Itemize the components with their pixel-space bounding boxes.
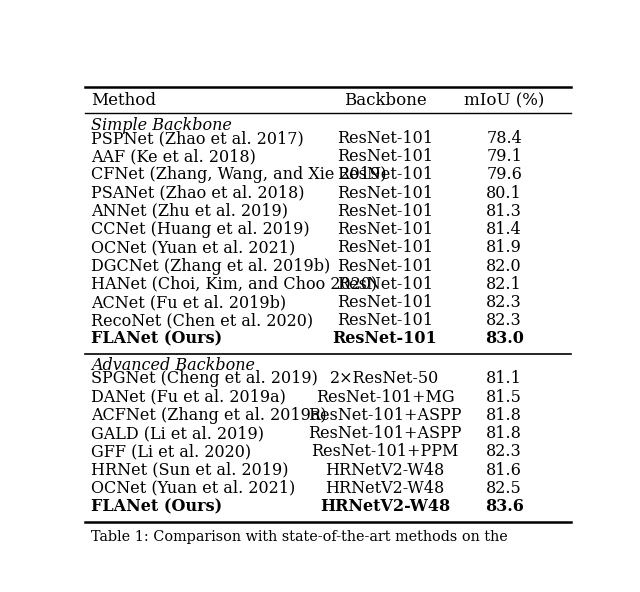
Text: 81.9: 81.9 [486,239,522,256]
Text: AAF (Ke et al. 2018): AAF (Ke et al. 2018) [91,148,256,165]
Text: ResNet-101: ResNet-101 [337,294,433,311]
Text: FLANet (Ours): FLANet (Ours) [91,498,222,515]
Text: 2×ResNet-50: 2×ResNet-50 [330,371,440,387]
Text: FLANet (Ours): FLANet (Ours) [91,330,222,348]
Text: PSPNet (Zhao et al. 2017): PSPNet (Zhao et al. 2017) [91,130,303,147]
Text: 82.0: 82.0 [486,258,522,275]
Text: 82.3: 82.3 [486,294,522,311]
Text: PSANet (Zhao et al. 2018): PSANet (Zhao et al. 2018) [91,185,305,202]
Text: 82.3: 82.3 [486,443,522,461]
Text: 81.5: 81.5 [486,388,522,406]
Text: 81.6: 81.6 [486,462,522,478]
Text: Table 1: Comparison with state-of-the-art methods on the: Table 1: Comparison with state-of-the-ar… [91,530,508,544]
Text: 82.5: 82.5 [486,480,522,497]
Text: DGCNet (Zhang et al. 2019b): DGCNet (Zhang et al. 2019b) [91,258,330,275]
Text: HRNetV2-W48: HRNetV2-W48 [325,480,445,497]
Text: GFF (Li et al. 2020): GFF (Li et al. 2020) [91,443,251,461]
Text: HRNet (Sun et al. 2019): HRNet (Sun et al. 2019) [91,462,289,478]
Text: ResNet-101+MG: ResNet-101+MG [316,388,454,406]
Text: ANNet (Zhu et al. 2019): ANNet (Zhu et al. 2019) [91,203,288,220]
Text: ResNet-101+ASPP: ResNet-101+ASPP [308,425,462,442]
Text: HRNetV2-W48: HRNetV2-W48 [320,498,450,515]
Text: DANet (Fu et al. 2019a): DANet (Fu et al. 2019a) [91,388,286,406]
Text: ResNet-101: ResNet-101 [333,330,437,348]
Text: ResNet-101: ResNet-101 [337,166,433,184]
Text: ResNet-101: ResNet-101 [337,239,433,256]
Text: ResNet-101: ResNet-101 [337,221,433,238]
Text: Backbone: Backbone [344,92,426,109]
Text: HRNetV2-W48: HRNetV2-W48 [325,462,445,478]
Text: RecoNet (Chen et al. 2020): RecoNet (Chen et al. 2020) [91,312,313,329]
Text: ResNet-101: ResNet-101 [337,130,433,147]
Text: 83.0: 83.0 [484,330,524,348]
Text: 81.3: 81.3 [486,203,522,220]
Text: 81.1: 81.1 [486,371,522,387]
Text: 80.1: 80.1 [486,185,522,202]
Text: ResNet-101+PPM: ResNet-101+PPM [311,443,459,461]
Text: CCNet (Huang et al. 2019): CCNet (Huang et al. 2019) [91,221,310,238]
Text: ResNet-101: ResNet-101 [337,312,433,329]
Text: ResNet-101: ResNet-101 [337,276,433,293]
Text: 81.4: 81.4 [486,221,522,238]
Text: 82.1: 82.1 [486,276,522,293]
Text: ResNet-101: ResNet-101 [337,203,433,220]
Text: CFNet (Zhang, Wang, and Xie 2019): CFNet (Zhang, Wang, and Xie 2019) [91,166,387,184]
Text: 83.6: 83.6 [484,498,524,515]
Text: ACNet (Fu et al. 2019b): ACNet (Fu et al. 2019b) [91,294,286,311]
Text: Method: Method [91,92,156,109]
Text: ResNet-101: ResNet-101 [337,148,433,165]
Text: 78.4: 78.4 [486,130,522,147]
Text: Simple Backbone: Simple Backbone [91,117,232,134]
Text: OCNet (Yuan et al. 2021): OCNet (Yuan et al. 2021) [91,480,295,497]
Text: ACFNet (Zhang et al. 2019a): ACFNet (Zhang et al. 2019a) [91,407,326,424]
Text: Advanced Backbone: Advanced Backbone [91,358,255,374]
Text: GALD (Li et al. 2019): GALD (Li et al. 2019) [91,425,264,442]
Text: 81.8: 81.8 [486,407,522,424]
Text: 81.8: 81.8 [486,425,522,442]
Text: OCNet (Yuan et al. 2021): OCNet (Yuan et al. 2021) [91,239,295,256]
Text: ResNet-101: ResNet-101 [337,185,433,202]
Text: 82.3: 82.3 [486,312,522,329]
Text: 79.1: 79.1 [486,148,522,165]
Text: HANet (Choi, Kim, and Choo 2020): HANet (Choi, Kim, and Choo 2020) [91,276,377,293]
Text: 79.6: 79.6 [486,166,522,184]
Text: ResNet-101: ResNet-101 [337,258,433,275]
Text: ResNet-101+ASPP: ResNet-101+ASPP [308,407,462,424]
Text: SPGNet (Cheng et al. 2019): SPGNet (Cheng et al. 2019) [91,371,318,387]
Text: mIoU (%): mIoU (%) [464,92,544,109]
